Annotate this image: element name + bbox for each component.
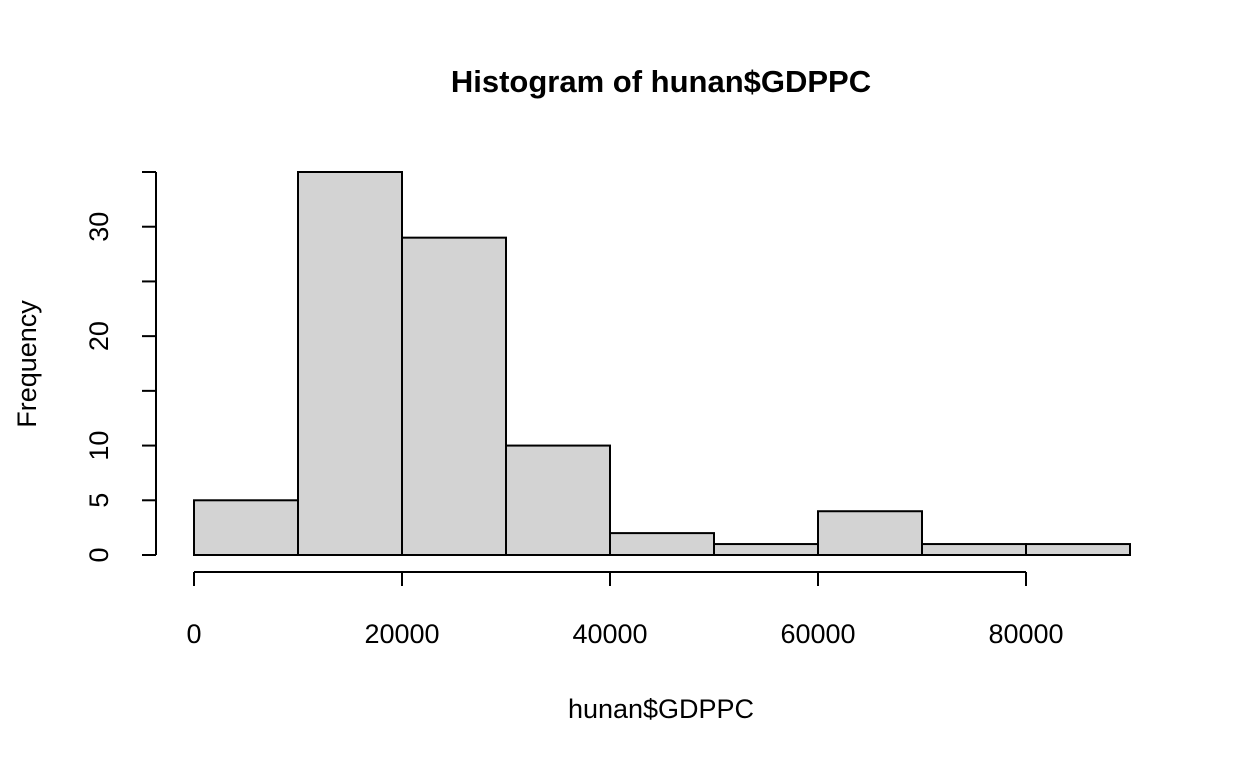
histogram-bar-4 bbox=[609, 532, 715, 556]
histogram-bar-5 bbox=[713, 543, 819, 556]
histogram-bar-1 bbox=[297, 171, 403, 556]
x-tick-label-80000: 80000 bbox=[988, 619, 1063, 649]
y-tick-label-30: 30 bbox=[84, 212, 114, 242]
x-axis: 0 20000 40000 60000 80000 bbox=[186, 571, 1064, 649]
x-tick-label-60000: 60000 bbox=[780, 619, 855, 649]
chart-title: Histogram of hunan$GDPPC bbox=[451, 64, 871, 99]
y-axis-label: Frequency bbox=[12, 300, 42, 428]
histogram-bar-8 bbox=[1025, 543, 1131, 556]
y-axis: 0 5 10 20 30 bbox=[84, 171, 157, 563]
y-tick-label-5: 5 bbox=[84, 493, 114, 508]
histogram-bar-0 bbox=[193, 499, 299, 556]
histogram-bar-6 bbox=[817, 510, 923, 557]
histogram-bar-3 bbox=[505, 444, 611, 557]
histogram-bar-2 bbox=[401, 236, 507, 557]
bars-group bbox=[193, 171, 1131, 557]
histogram-bar-7 bbox=[921, 543, 1027, 556]
x-tick-label-20000: 20000 bbox=[364, 619, 439, 649]
y-tick-label-10: 10 bbox=[84, 431, 114, 461]
x-tick-label-40000: 40000 bbox=[572, 619, 647, 649]
y-tick-label-0: 0 bbox=[84, 547, 114, 562]
x-tick-label-0: 0 bbox=[186, 619, 201, 649]
y-tick-label-20: 20 bbox=[84, 321, 114, 351]
x-axis-label: hunan$GDPPC bbox=[568, 694, 754, 724]
